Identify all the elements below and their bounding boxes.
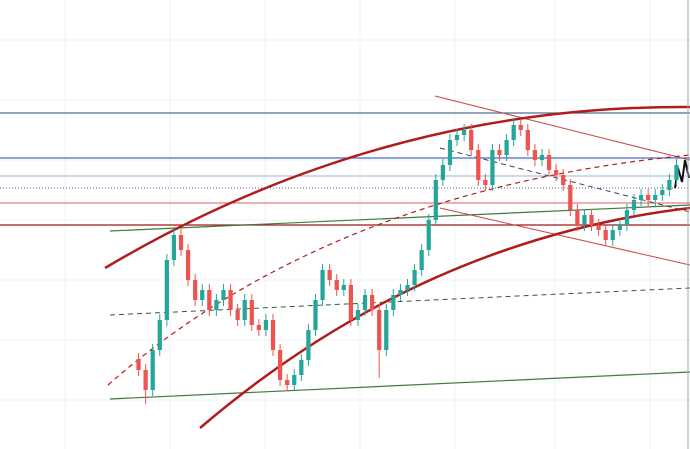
candle-body xyxy=(561,175,566,185)
candle-body xyxy=(348,285,353,320)
candle-body xyxy=(497,150,502,155)
candle-body xyxy=(568,185,573,210)
candle-body xyxy=(178,235,184,250)
candle-body xyxy=(398,290,403,295)
candle-body xyxy=(242,300,247,320)
candle-body xyxy=(341,285,346,290)
candle-body xyxy=(327,270,332,280)
candle-body xyxy=(660,190,665,195)
candle-body xyxy=(433,180,438,220)
candle-body xyxy=(157,320,162,350)
candles xyxy=(136,119,679,404)
candle-body xyxy=(667,180,672,190)
candle-body xyxy=(582,215,587,225)
candle-body xyxy=(624,210,630,225)
candle-body xyxy=(185,250,191,280)
candle-body xyxy=(426,220,431,250)
candle-body xyxy=(292,375,297,385)
candle-body xyxy=(525,130,530,150)
candle-body xyxy=(355,310,361,320)
candle-body xyxy=(546,155,552,170)
candle-body xyxy=(539,155,545,160)
candle-body xyxy=(490,150,495,185)
candle-body xyxy=(646,195,651,200)
candle-body xyxy=(419,250,424,270)
candle-body xyxy=(391,295,396,310)
candle-body xyxy=(143,370,148,390)
candle-body xyxy=(369,295,375,310)
candle-body xyxy=(440,165,446,180)
candle-body xyxy=(263,320,269,330)
candle-body xyxy=(554,170,559,175)
candle-body xyxy=(454,135,460,140)
candle-body xyxy=(462,130,467,135)
candle-body xyxy=(504,140,509,155)
candle-body xyxy=(235,310,240,320)
candle-body xyxy=(171,235,177,260)
candle-body xyxy=(575,210,580,225)
candle-body xyxy=(518,125,523,130)
candle-body xyxy=(511,125,516,140)
candle-body xyxy=(610,230,615,240)
candle-body xyxy=(214,300,219,310)
candle-body xyxy=(589,215,594,225)
candle-body xyxy=(270,320,276,350)
candle-body xyxy=(603,230,608,240)
candle-body xyxy=(150,350,155,390)
candle-body xyxy=(653,195,658,200)
candle-body xyxy=(674,165,679,180)
candle-body xyxy=(313,300,318,330)
candle-body xyxy=(221,290,226,300)
candle-body xyxy=(483,180,488,185)
candle-body xyxy=(469,130,474,150)
candle-body xyxy=(200,290,205,300)
candle-body xyxy=(256,325,261,330)
candle-body xyxy=(405,285,410,290)
candle-body xyxy=(596,225,601,230)
candle-body xyxy=(193,280,198,300)
candle-body xyxy=(306,330,311,360)
candle-body xyxy=(447,140,453,165)
candle-body xyxy=(384,310,389,350)
candle-body xyxy=(249,300,254,325)
candle-body xyxy=(362,295,368,310)
candle-body xyxy=(631,200,637,210)
candle-body xyxy=(228,290,233,310)
candle-body xyxy=(299,360,304,375)
candle-body xyxy=(207,290,212,310)
candle-body xyxy=(136,359,141,370)
candle-body xyxy=(476,150,481,180)
candle-body xyxy=(277,350,283,380)
candle-body xyxy=(334,280,339,290)
candle-body xyxy=(638,195,644,200)
candle-body xyxy=(285,380,290,385)
candle-body xyxy=(532,150,538,160)
candle-body xyxy=(377,310,382,350)
candle-body xyxy=(164,260,169,320)
candle-body xyxy=(320,270,325,300)
candle-body xyxy=(617,225,622,230)
candle-body xyxy=(412,270,417,285)
